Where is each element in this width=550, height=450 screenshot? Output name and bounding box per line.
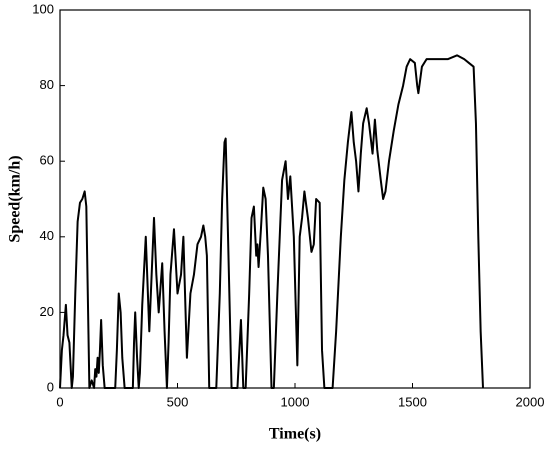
plot-frame [59, 9, 531, 389]
x-tick-label: 1000 [281, 394, 310, 409]
y-tick-label: 60 [40, 153, 54, 168]
x-tick-label: 1500 [398, 394, 427, 409]
x-tick-label: 2000 [516, 394, 545, 409]
speed-line [59, 54, 484, 389]
y-tick-label: 0 [47, 379, 54, 394]
x-tick-label: 500 [167, 394, 189, 409]
y-tick-label: 40 [40, 228, 54, 243]
y-tick-label: 80 [40, 77, 54, 92]
x-tick-label: 0 [56, 394, 63, 409]
y-tick-label: 100 [32, 1, 54, 16]
x-axis-label: Time(s) [269, 426, 321, 443]
y-axis-label: Speed(km/h) [7, 155, 24, 242]
y-tick-label: 20 [40, 304, 54, 319]
